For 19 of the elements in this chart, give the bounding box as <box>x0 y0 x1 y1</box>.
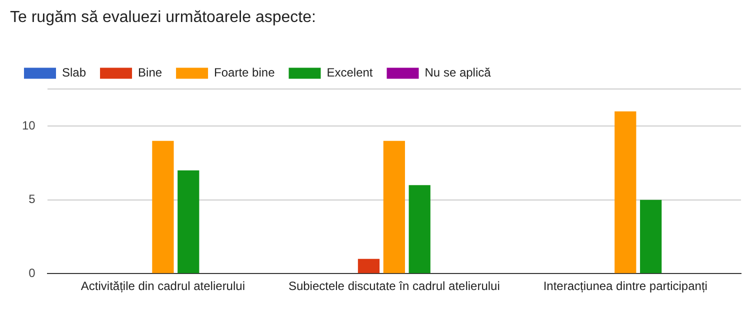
bar <box>383 140 405 274</box>
bar <box>640 200 662 274</box>
x-tick-label: Activitățile din cadrul atelierului <box>80 279 246 294</box>
bar <box>178 170 200 274</box>
legend-label: Nu se aplică <box>424 66 492 80</box>
legend-label: Bine <box>138 66 162 80</box>
y-tick-label: 0 <box>28 266 36 280</box>
legend-label: Slab <box>62 66 86 80</box>
chart-title: Te rugăm să evaluezi următoarele aspecte: <box>10 9 316 26</box>
bar <box>614 111 636 274</box>
legend-label: Foarte bine <box>214 66 276 80</box>
x-tick-label: Interacțiunea dintre participanți <box>543 279 708 294</box>
y-tick-label: 10 <box>22 118 36 132</box>
y-tick-label: 5 <box>28 192 36 206</box>
x-tick-label: Subiectele discutate în cadrul atelierului <box>288 279 500 294</box>
bar <box>152 140 174 274</box>
bar <box>358 258 380 274</box>
bar <box>408 185 430 274</box>
legend-label: Excelent <box>326 66 374 80</box>
